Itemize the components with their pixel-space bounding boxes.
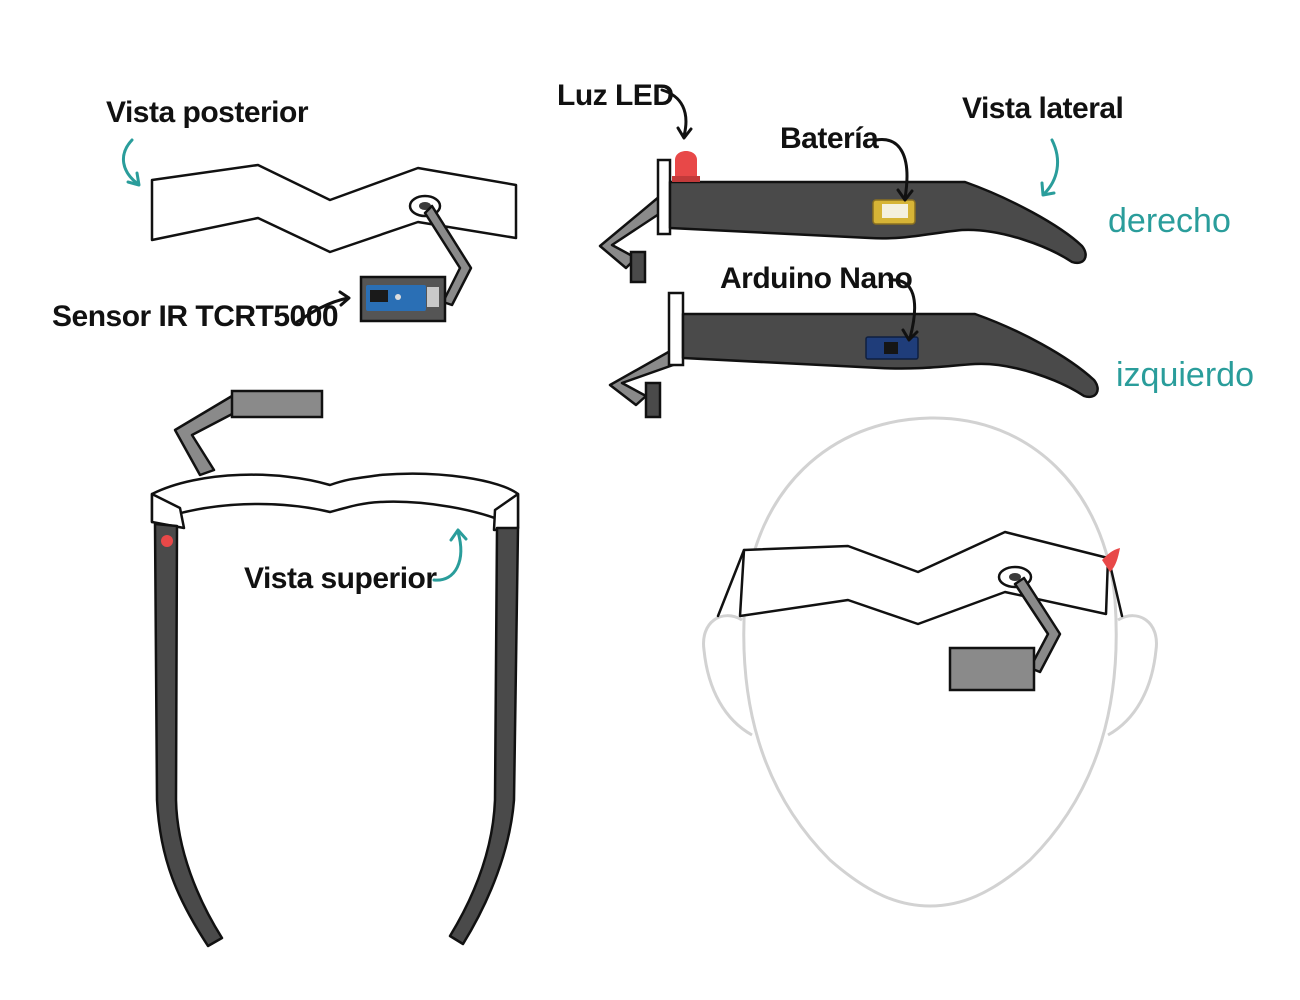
arduino-label: Arduino Nano (720, 262, 912, 295)
head-sensor-cable (1013, 576, 1062, 674)
rear-view-arrow (122, 138, 140, 186)
head-left-temple-line (716, 548, 746, 618)
left-frame-front (667, 291, 685, 367)
ir-sensor-pins (427, 287, 439, 307)
left-side-label: izquierdo (1116, 356, 1254, 394)
rear-view-frame (150, 163, 518, 254)
arduino-chip (884, 342, 898, 354)
rear-view-label: Vista posterior (106, 96, 309, 129)
left-hinge-arm (608, 348, 678, 407)
head-outline (742, 416, 1118, 908)
battery-label: Batería (780, 122, 879, 155)
head-frame (738, 530, 1110, 626)
top-view-led (161, 535, 173, 547)
ir-sensor-arrow (295, 296, 350, 324)
left-ear (702, 614, 753, 737)
led-label: Luz LED (557, 79, 674, 112)
head-view-group (702, 416, 1158, 908)
right-side-label: derecho (1108, 202, 1231, 240)
top-view-frame (150, 472, 520, 530)
head-sensor-box (948, 646, 1036, 692)
ir-sensor-label: Sensor IR TCRT5000 (52, 300, 338, 333)
ir-sensor-dot (395, 294, 401, 300)
battery-label-patch (882, 204, 908, 218)
sensor-cable (423, 204, 473, 307)
battery-arrow (874, 138, 909, 200)
side-view-arrow (1042, 138, 1060, 196)
side-view-right-group: Luz LED Batería Vista lateral derecho (557, 79, 1231, 284)
ir-sensor-chip (370, 290, 388, 302)
side-view-arrowhead (1040, 181, 1056, 197)
head-ir-lens-inner (1009, 573, 1021, 581)
led-arrow (660, 88, 688, 138)
led-arrowhead (676, 126, 693, 140)
side-view-label: Vista lateral (962, 92, 1123, 125)
right-frame-front (656, 158, 672, 236)
right-ear (1107, 614, 1158, 737)
arduino-arrowhead (901, 328, 919, 342)
ir-sensor-arrowhead (338, 290, 351, 307)
top-view-hinge-arm (173, 394, 238, 477)
top-view-group: Vista superior (150, 389, 520, 948)
led-base (672, 176, 700, 182)
arduino-arrow (888, 278, 917, 340)
rear-view-arrowhead (126, 171, 141, 187)
head-led (1102, 548, 1120, 572)
right-hinge-block (629, 250, 647, 284)
top-view-box (230, 389, 324, 419)
top-view-left-temple (153, 522, 224, 948)
led-light (675, 151, 697, 178)
side-view-left-group: Arduino Nano izquierdo (608, 262, 1254, 419)
left-hinge-block (644, 381, 662, 419)
top-view-right-hinge (492, 492, 520, 532)
top-view-arrow (432, 530, 463, 582)
ir-sensor-lens-inner (419, 202, 431, 210)
top-view-left-hinge (150, 492, 186, 530)
rear-view-group: Vista posterior Sensor IR TCRT5000 (52, 96, 518, 333)
top-view-arrowhead (449, 528, 468, 542)
top-view-label: Vista superior (244, 562, 437, 595)
battery-arrowhead (896, 188, 914, 202)
top-view-right-temple (448, 526, 520, 946)
